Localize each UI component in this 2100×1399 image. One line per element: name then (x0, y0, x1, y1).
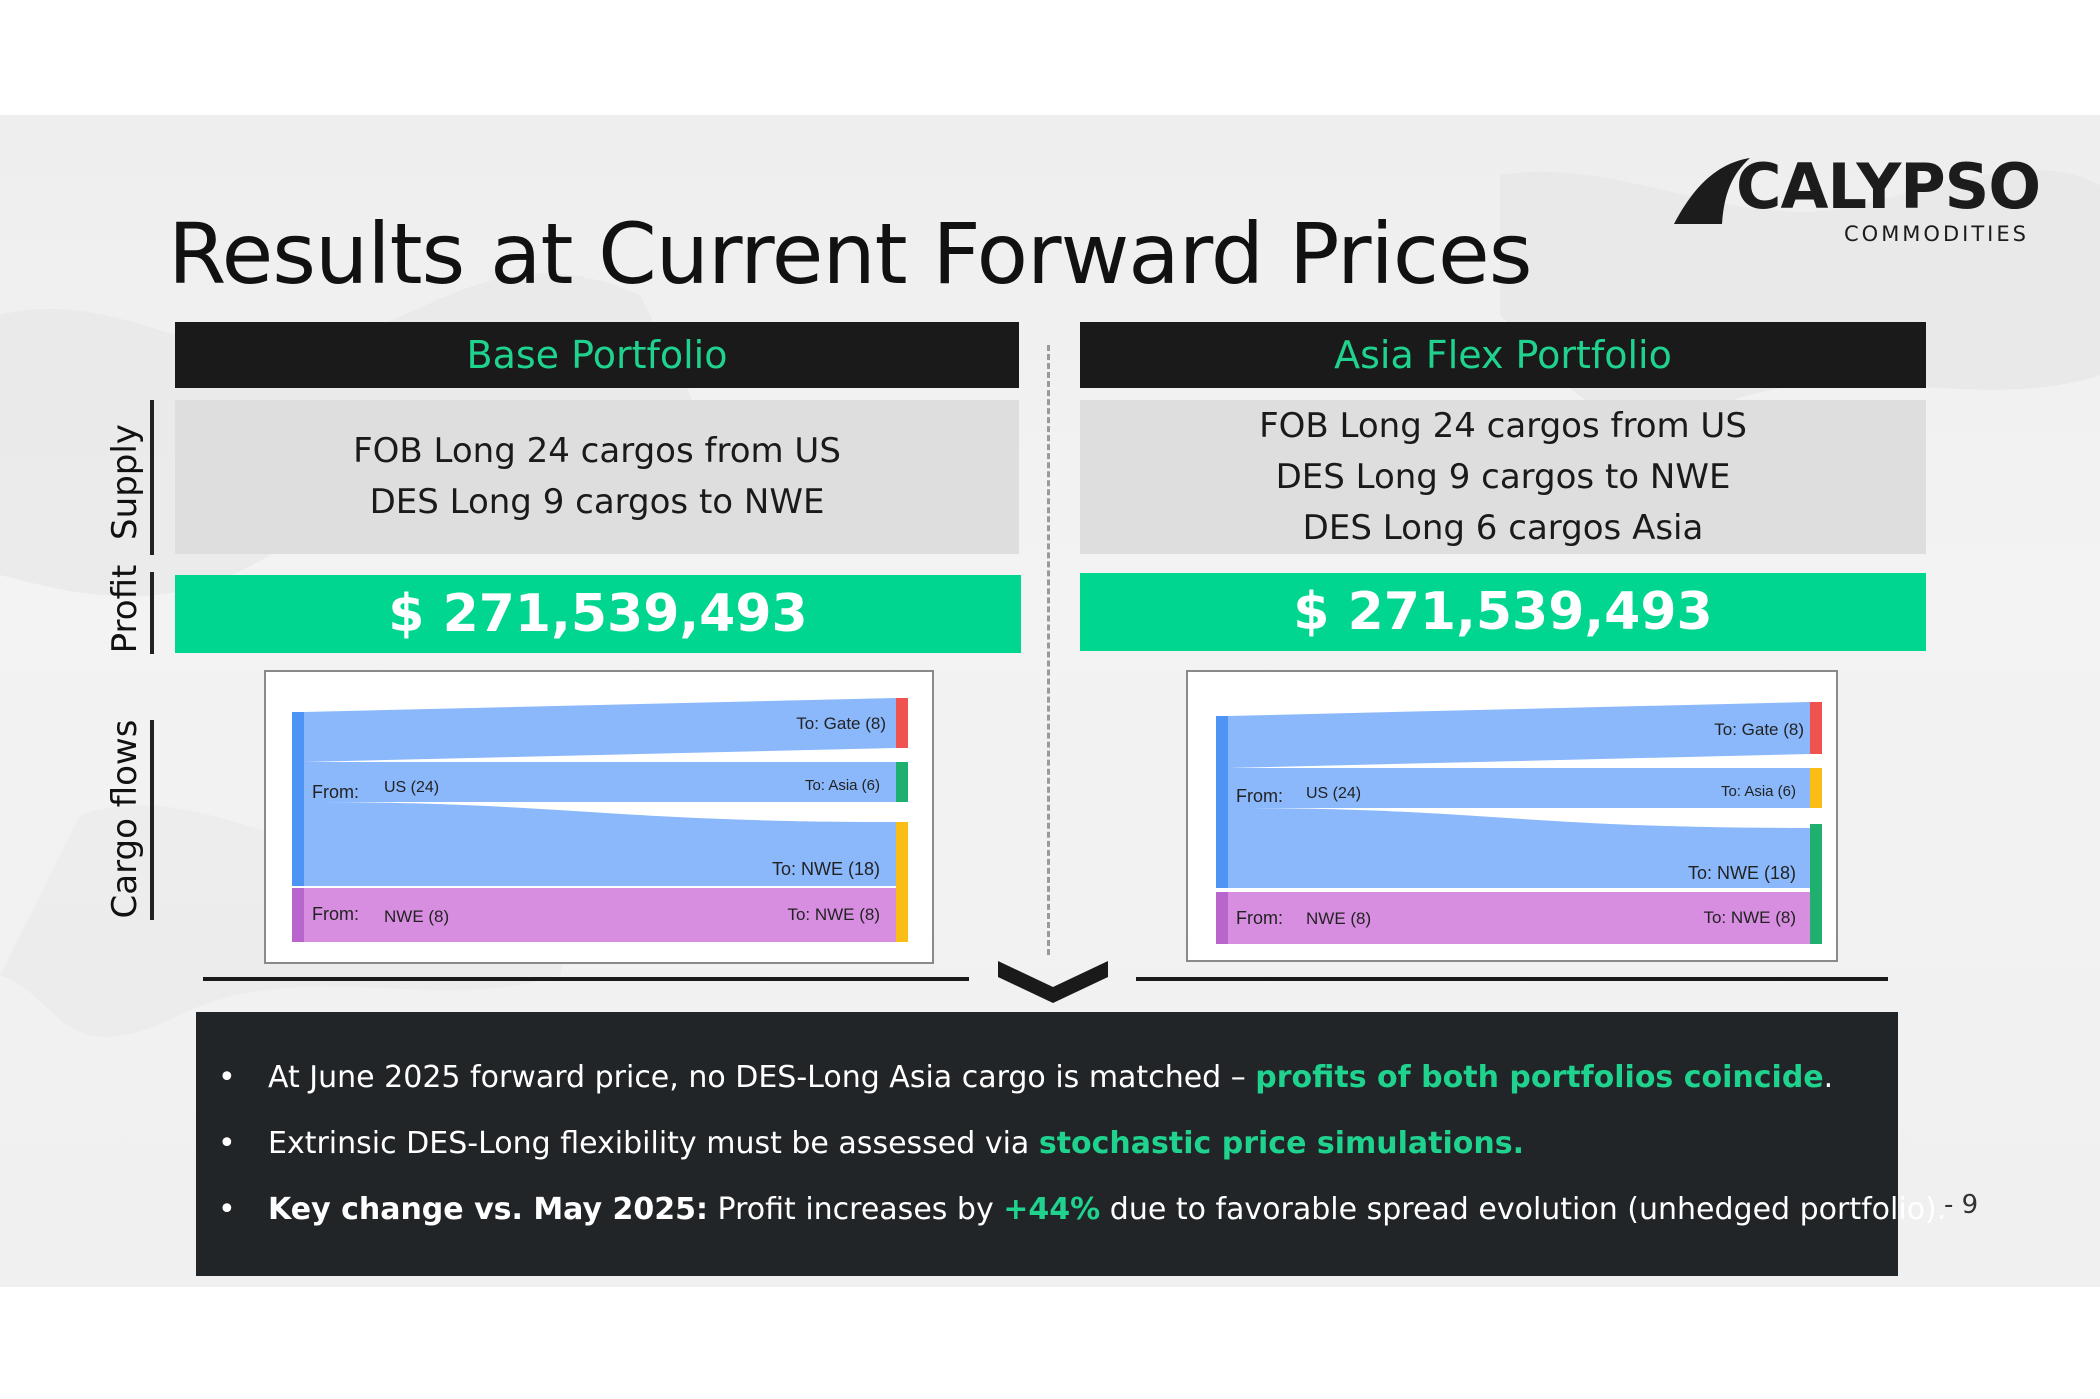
bullet-text: At June 2025 forward price, no DES-Long … (268, 1060, 1256, 1095)
logo-subtitle: COMMODITIES (1844, 222, 2029, 246)
supply-line: DES Long 6 cargos Asia (1302, 507, 1704, 548)
target-label-nwe-18: To: NWE (18) (772, 859, 880, 879)
source-label-us: US (24) (384, 779, 439, 796)
flow-nwe-nwe (1228, 892, 1810, 944)
flow-us-asia (304, 762, 896, 802)
supply-line: DES Long 9 cargos to NWE (369, 482, 825, 522)
sankey-diagram-base: From: US (24) From: NWE (8) To: Gate (8)… (264, 670, 934, 964)
bullet-highlight: +44% (1003, 1192, 1101, 1227)
company-logo: CALYPSO COMMODITIES (1672, 150, 2052, 255)
target-label-asia: To: Asia (6) (805, 777, 880, 794)
bullet-dot: • (218, 1060, 236, 1095)
target-label-nwe-8: To: NWE (8) (1703, 908, 1796, 927)
bullet-text: Extrinsic DES-Long flexibility must be a… (268, 1126, 1039, 1161)
from-label: From: (312, 904, 359, 924)
supply-box-base: FOB Long 24 cargos from US DES Long 9 ca… (175, 400, 1019, 554)
supply-bracket (150, 400, 154, 555)
target-label-gate: To: Gate (8) (1714, 720, 1804, 739)
bullet-bold: Key change vs. May 2025: (268, 1192, 708, 1227)
panel-divider (1047, 345, 1050, 955)
from-label: From: (1236, 786, 1283, 806)
flow-us-gate (1228, 702, 1810, 768)
profit-box-base: $ 271,539,493 (175, 575, 1021, 653)
source-node-nwe (1216, 892, 1228, 944)
source-label-nwe: NWE (8) (384, 907, 449, 926)
from-label: From: (312, 782, 359, 802)
supply-line: FOB Long 24 cargos from US (1259, 405, 1747, 446)
from-label: From: (1236, 908, 1283, 928)
chevron-down-icon (998, 961, 1108, 1003)
bullet-dot: • (218, 1192, 236, 1227)
supply-line: FOB Long 24 cargos from US (353, 431, 841, 471)
flow-us-nwe (304, 802, 896, 886)
logo-swoosh-icon (1674, 158, 1750, 224)
panel-header-asia-flex: Asia Flex Portfolio (1080, 322, 1926, 388)
bullet-highlight: profits of both portfolios coincide (1255, 1060, 1824, 1095)
page-number: - 9 (1944, 1190, 1979, 1220)
bullet-text: Profit increases by (708, 1192, 1004, 1227)
cargo-flows-bracket (150, 720, 154, 920)
bullet-text: . (1823, 1060, 1834, 1095)
side-label-profit: Profit (105, 564, 145, 654)
target-label-nwe-8: To: NWE (8) (787, 905, 880, 924)
flow-nwe-nwe (304, 888, 896, 942)
source-label-us: US (24) (1306, 785, 1361, 802)
side-label-cargo-flows: Cargo flows (105, 719, 145, 919)
flow-us-gate (304, 698, 896, 762)
page-title: Results at Current Forward Prices (168, 205, 1532, 303)
section-rule-right (1136, 977, 1888, 981)
flow-us-asia (1228, 768, 1810, 808)
flow-us-nwe (1228, 808, 1810, 888)
target-node-asia (1810, 768, 1822, 808)
source-node-us (1216, 716, 1228, 888)
logo-wordmark: CALYPSO (1736, 150, 2041, 223)
target-node-nwe (1810, 824, 1822, 944)
source-label-nwe: NWE (8) (1306, 909, 1371, 928)
profit-bracket (150, 572, 154, 654)
target-node-gate (896, 698, 908, 748)
profit-box-asia-flex: $ 271,539,493 (1080, 573, 1926, 651)
supply-line: DES Long 9 cargos to NWE (1275, 456, 1731, 497)
target-node-asia (896, 762, 908, 802)
summary-box: • At June 2025 forward price, no DES-Lon… (196, 1012, 1946, 1276)
target-node-gate (1810, 702, 1822, 754)
section-rule-left (203, 977, 969, 981)
sankey-diagram-asia-flex: From: US (24) From: NWE (8) To: Gate (8)… (1186, 670, 1838, 962)
target-label-asia: To: Asia (6) (1721, 783, 1796, 800)
bullet-highlight: stochastic price simulations. (1038, 1126, 1524, 1161)
source-node-us (292, 712, 304, 886)
target-label-gate: To: Gate (8) (796, 714, 886, 733)
bullet-dot: • (218, 1126, 236, 1161)
target-label-nwe-18: To: NWE (18) (1688, 863, 1796, 883)
panel-header-base: Base Portfolio (175, 322, 1019, 388)
supply-box-asia-flex: FOB Long 24 cargos from US DES Long 9 ca… (1080, 400, 1926, 554)
bullet-text: due to favorable spread evolution (unhed… (1100, 1192, 1947, 1227)
source-node-nwe (292, 888, 304, 942)
target-node-nwe (896, 822, 908, 942)
